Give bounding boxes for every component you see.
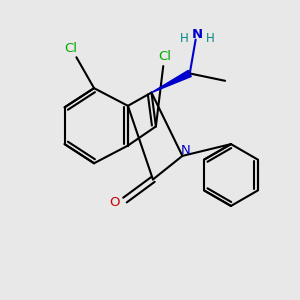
- Polygon shape: [152, 70, 191, 93]
- Text: Cl: Cl: [64, 42, 77, 55]
- Text: H: H: [206, 32, 215, 45]
- Text: O: O: [110, 196, 120, 209]
- Text: H: H: [179, 32, 188, 45]
- Text: Cl: Cl: [158, 50, 171, 63]
- Text: N: N: [191, 28, 203, 41]
- Text: N: N: [181, 144, 190, 157]
